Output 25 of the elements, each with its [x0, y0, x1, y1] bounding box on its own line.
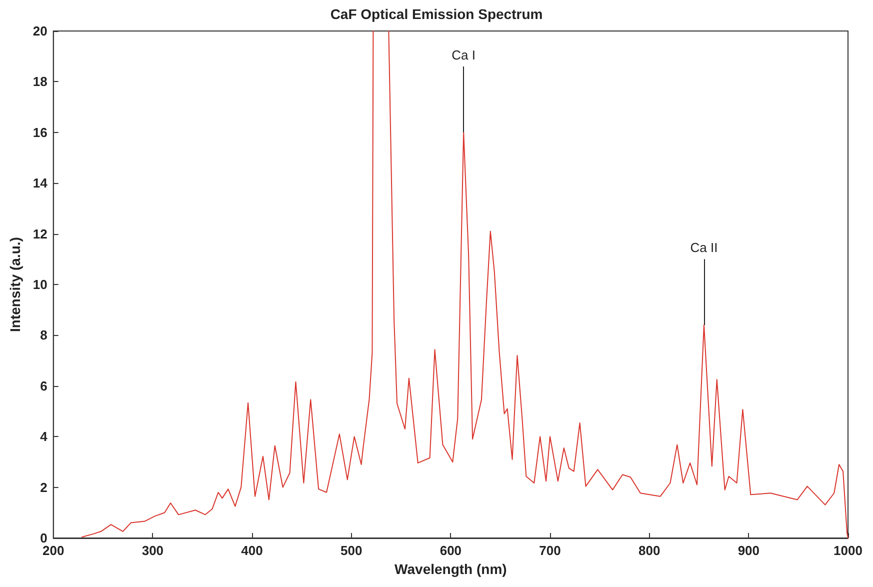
- y-axis-title: Intensity (a.u.): [7, 237, 23, 332]
- x-tick-label: 400: [241, 543, 263, 558]
- y-tick-label: 8: [40, 328, 48, 343]
- y-tick-label: 10: [32, 277, 48, 292]
- x-tick-label: 300: [142, 543, 164, 558]
- y-tick-label: 18: [32, 74, 48, 90]
- y-tick-label: 0: [40, 530, 48, 546]
- x-tick-label: 900: [738, 543, 760, 558]
- y-tick-label: 12: [32, 226, 48, 242]
- y-tick-label: 20: [32, 24, 48, 38]
- x-tick-label: 800: [638, 543, 660, 558]
- x-axis-title: Wavelength (nm): [394, 561, 507, 577]
- x-tick-label: 500: [340, 543, 362, 558]
- y-tick-label: 4: [40, 429, 48, 444]
- chart-title: CaF Optical Emission Spectrum: [330, 6, 543, 22]
- x-tick-label: 700: [539, 543, 561, 558]
- x-tick-label: 600: [440, 543, 462, 558]
- x-tick-label: 200: [42, 543, 64, 558]
- x-tick-label: 1000: [834, 543, 862, 558]
- y-tick-label: 2: [40, 480, 48, 495]
- annotation: Ca II: [690, 240, 718, 256]
- y-tick-label: 16: [32, 124, 48, 140]
- y-tick-label: 14: [32, 176, 48, 191]
- annotation: Ca I: [452, 47, 476, 62]
- y-tick-label: 6: [40, 378, 48, 394]
